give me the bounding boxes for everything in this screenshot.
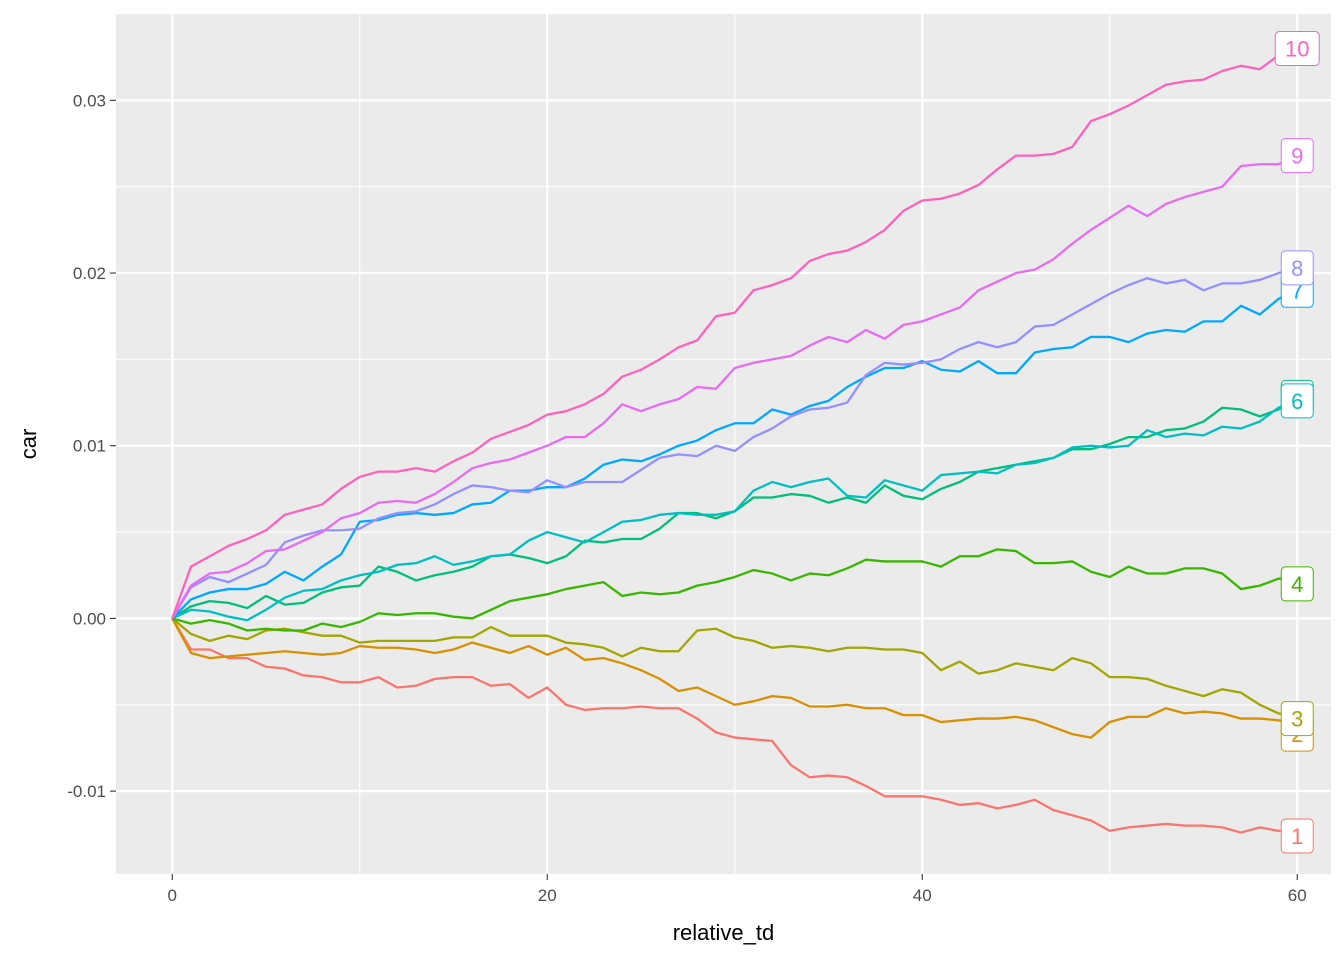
series-end-labels: 12345678910 (1274, 31, 1320, 854)
end-label-box (1280, 383, 1314, 419)
series-line-8 (171, 266, 1298, 620)
series-line-3 (171, 617, 1298, 718)
end-label-text: 1 (1291, 824, 1303, 849)
x-tick-label: 0 (168, 886, 177, 905)
y-axis: -0.01 0.00 0.01 0.02 0.03 (67, 91, 116, 801)
x-tick-label: 40 (913, 886, 932, 905)
x-tick-label: 20 (538, 886, 557, 905)
end-label-3: 3 (1280, 701, 1314, 737)
x-axis: 0 20 40 60 (168, 874, 1307, 905)
end-label-text: 4 (1291, 572, 1303, 597)
series-line-10 (171, 47, 1298, 619)
end-label-8: 8 (1280, 250, 1314, 286)
plot-panel (116, 14, 1331, 874)
end-label-text: 10 (1285, 37, 1309, 62)
y-tick-label: 0.01 (73, 437, 106, 456)
end-label-text: 9 (1291, 144, 1303, 169)
end-label-box (1280, 818, 1314, 854)
series-line-2 (171, 617, 1298, 739)
series-line-7 (171, 289, 1298, 620)
end-label-text: 8 (1291, 256, 1303, 281)
series-line-6 (171, 399, 1298, 622)
end-label-1: 1 (1280, 818, 1314, 854)
end-label-text: 6 (1291, 389, 1303, 414)
series-lines (171, 47, 1298, 834)
series-line-9 (171, 154, 1298, 619)
x-axis-title: relative_td (673, 920, 775, 945)
end-label-6: 6 (1280, 383, 1314, 419)
end-label-10: 10 (1274, 31, 1320, 67)
end-label-box (1280, 566, 1314, 602)
y-tick-label: 0.03 (73, 91, 106, 110)
x-tick-label: 60 (1288, 886, 1307, 905)
y-tick-label: -0.01 (67, 782, 106, 801)
series-line-1 (171, 617, 1298, 834)
series-line-4 (171, 548, 1298, 632)
end-label-box (1274, 31, 1320, 67)
end-label-box (1280, 138, 1314, 174)
end-label-4: 4 (1280, 566, 1314, 602)
end-label-box (1280, 250, 1314, 286)
y-axis-title: car (16, 429, 41, 460)
end-label-9: 9 (1280, 138, 1314, 174)
end-label-text: 3 (1291, 707, 1303, 732)
y-tick-label: 0.00 (73, 609, 106, 628)
end-label-box (1280, 701, 1314, 737)
y-tick-label: 0.02 (73, 264, 106, 283)
